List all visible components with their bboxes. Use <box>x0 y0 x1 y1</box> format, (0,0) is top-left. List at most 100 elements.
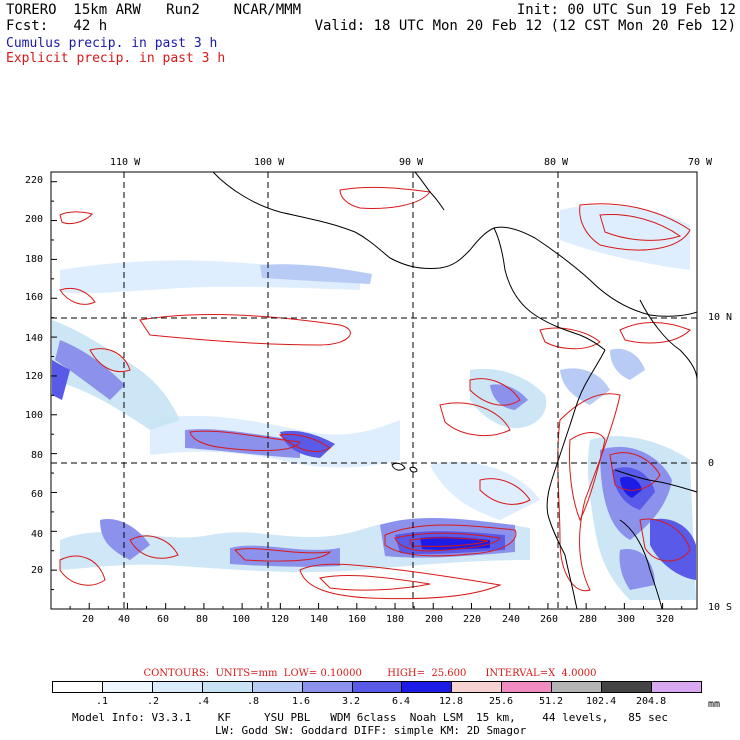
lon-label-80w: 80 W <box>544 157 569 168</box>
colorbar-segment <box>352 682 403 692</box>
colorbar-label: .2 <box>147 696 160 707</box>
precip-contour <box>318 575 431 591</box>
precip-area <box>260 264 372 284</box>
precip-contour <box>619 322 691 344</box>
y-tick-label: 20 <box>31 565 44 576</box>
model-title: TORERO 15km ARW Run2 NCAR/MMM <box>6 2 302 18</box>
colorbar-segment <box>502 682 553 692</box>
precip-area <box>650 518 696 580</box>
x-tick-label: 40 <box>118 614 131 625</box>
lon-label-90w: 90 W <box>399 157 424 168</box>
y-tick-label: 100 <box>25 410 44 421</box>
colorbar-label: 3.2 <box>342 696 361 707</box>
lat-label-0: 0 <box>708 458 715 469</box>
model-physics: LW: Godd SW: Goddard DIFF: simple KM: 2D… <box>215 724 527 737</box>
colorbar-segment <box>102 682 153 692</box>
precip-area <box>490 384 528 410</box>
model-info: Model Info: V3.3.1 KF YSU PBL WDM 6class… <box>72 711 669 724</box>
init-time: Init: 00 UTC Sun 19 Feb 12 <box>516 2 736 18</box>
x-tick-label: 140 <box>310 614 329 625</box>
precip-contour <box>569 432 606 522</box>
y-tick-label: 40 <box>31 529 44 540</box>
precip-contour <box>439 402 511 436</box>
colorbar-segment <box>452 682 503 692</box>
precip-area <box>619 549 655 590</box>
coastline-andes-inland <box>639 299 697 381</box>
x-tick-label: 20 <box>82 614 95 625</box>
colorbar-segment <box>252 682 303 692</box>
precip-contour <box>599 213 682 241</box>
x-tick-label: 100 <box>232 614 251 625</box>
precip-contour <box>479 478 531 505</box>
y-tick-label: 120 <box>25 371 44 382</box>
precip-area <box>52 320 180 430</box>
colorbar-label: 204.8 <box>636 696 667 707</box>
colorbar-segment <box>202 682 253 692</box>
coastline-caribbean <box>493 226 697 317</box>
colorbar-segment <box>602 682 653 692</box>
colorbar-segment <box>53 682 103 692</box>
colorbar-segment <box>152 682 203 692</box>
precip-contour <box>579 203 691 251</box>
x-tick-label: 260 <box>540 614 559 625</box>
precip-contour <box>469 378 521 406</box>
precip-area <box>560 368 610 405</box>
precip-contour <box>609 452 661 491</box>
x-tick-label: 280 <box>579 614 598 625</box>
x-tick-label: 80 <box>196 614 209 625</box>
colorbar <box>52 681 702 693</box>
precip-contour <box>557 393 621 592</box>
colorbar-label: 25.6 <box>489 696 514 707</box>
x-tick-label: 180 <box>386 614 405 625</box>
lat-label-10s: 10 S <box>708 602 733 613</box>
colorbar-unit: mm <box>708 699 721 710</box>
y-tick-label: 220 <box>25 175 44 186</box>
colorbar-segment <box>302 682 353 692</box>
x-tick-label: 160 <box>348 614 367 625</box>
precip-contour <box>233 548 332 562</box>
colorbar-segment <box>652 682 701 692</box>
lat-lon-grid <box>51 172 697 609</box>
colorbar-label: .4 <box>197 696 210 707</box>
axis-ticks <box>51 181 683 609</box>
precip-contour <box>278 433 331 452</box>
map-frame <box>50 171 698 610</box>
precip-area <box>430 461 540 520</box>
forecast-hour: Fcst: 42 h <box>6 18 108 34</box>
colorbar-label: 102.4 <box>586 696 617 707</box>
precip-contour <box>139 314 351 346</box>
x-tick-label: 240 <box>502 614 521 625</box>
border-peru-brazil <box>614 469 697 493</box>
colorbar-label: 1.6 <box>292 696 311 707</box>
lon-label-100w: 100 W <box>254 157 285 168</box>
precip-contour <box>59 211 93 225</box>
precip-contour <box>89 348 131 373</box>
precip-contour <box>639 518 691 562</box>
y-tick-label: 140 <box>25 333 44 344</box>
colorbar-label: .1 <box>96 696 109 707</box>
precip-contour <box>409 537 489 547</box>
precip-contour <box>189 430 301 451</box>
precip-area <box>55 340 125 400</box>
x-tick-label: 200 <box>425 614 444 625</box>
y-tick-label: 180 <box>25 254 44 265</box>
y-tick-label: 160 <box>25 292 44 303</box>
precip-area <box>52 360 70 400</box>
coastline-colombia-ecuador <box>546 349 606 609</box>
colorbar-segment <box>552 682 603 692</box>
precip-area <box>620 476 642 498</box>
x-tick-label: 120 <box>271 614 290 625</box>
y-tick-label: 60 <box>31 489 44 500</box>
coastline-yucatan <box>414 172 445 211</box>
precip-contour <box>129 535 179 559</box>
valid-time: Valid: 18 UTC Mon 20 Feb 12 (12 CST Mon … <box>314 18 736 34</box>
precip-contour <box>299 563 502 600</box>
contour-info: CONTOURS: UNITS=mm LOW= 0.10000 HIGH= 25… <box>143 668 597 679</box>
x-tick-label: 300 <box>617 614 636 625</box>
explicit-precip-title: Explicit precip. in past 3 h <box>6 51 226 66</box>
precip-contour <box>59 555 106 586</box>
precip-area <box>230 545 340 567</box>
y-tick-label: 80 <box>31 450 44 461</box>
